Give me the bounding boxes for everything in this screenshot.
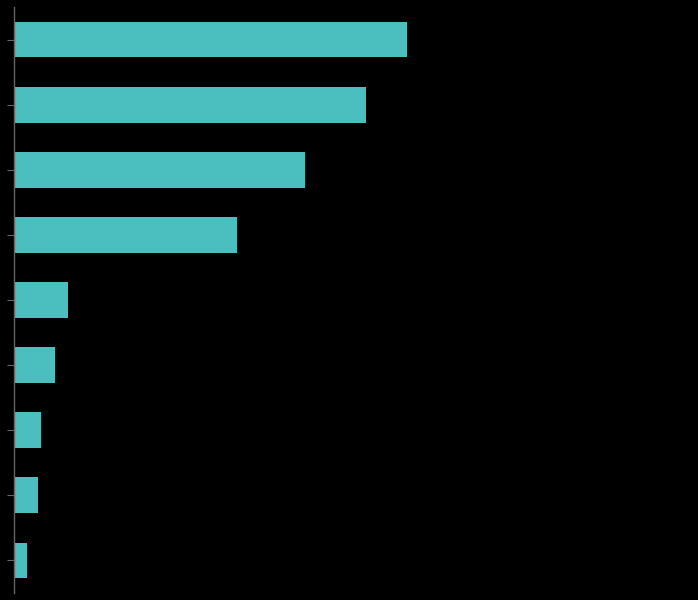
Bar [14, 87, 366, 122]
Bar [14, 542, 27, 578]
Bar [14, 282, 68, 318]
Bar [14, 217, 237, 253]
Bar [14, 22, 407, 58]
Bar [14, 412, 41, 448]
Bar [14, 152, 305, 188]
Bar [14, 347, 54, 383]
Bar [14, 478, 38, 513]
